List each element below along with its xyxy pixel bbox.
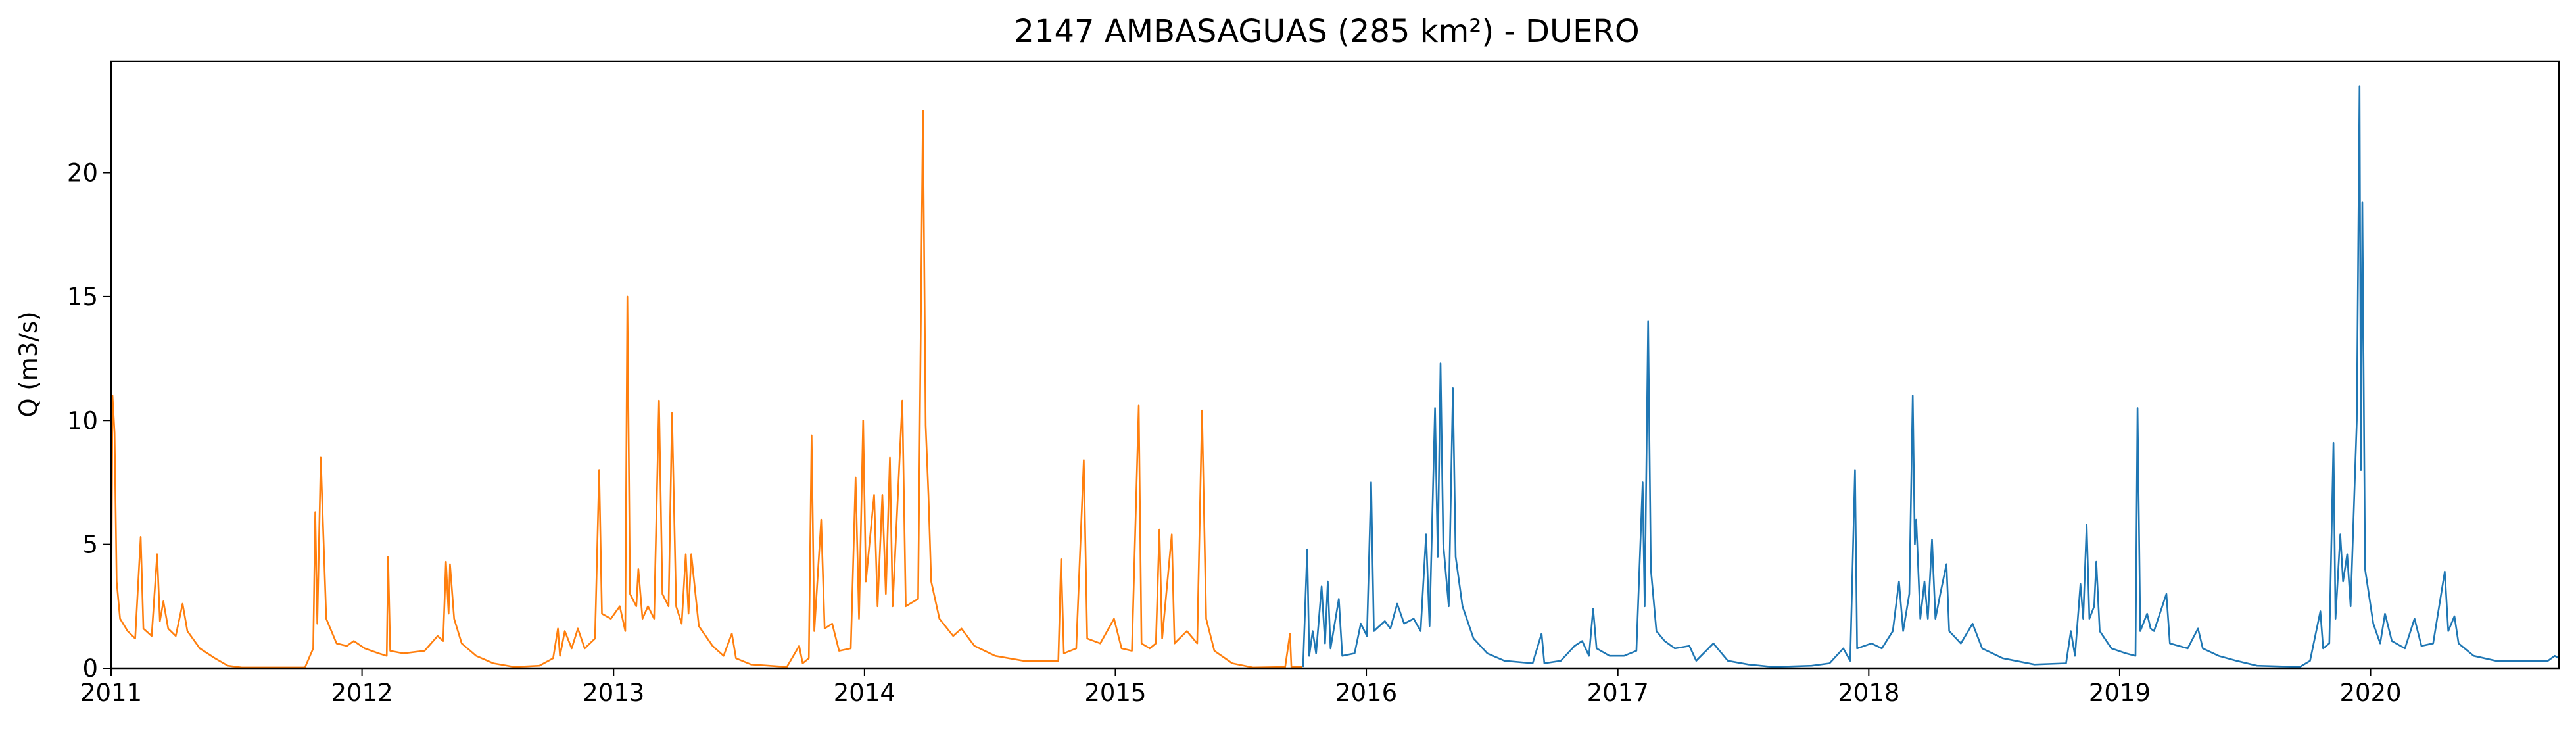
- x-tick-label: 2016: [1335, 679, 1397, 707]
- x-tick-label: 2020: [2339, 679, 2401, 707]
- y-tick-label: 15: [67, 283, 98, 311]
- y-tick-label: 20: [67, 159, 98, 187]
- x-tick-label: 2011: [80, 679, 142, 707]
- x-tick-label: 2019: [2089, 679, 2151, 707]
- x-tick-label: 2014: [834, 679, 895, 707]
- y-axis-label: Q (m3/s): [14, 311, 43, 417]
- x-tick-label: 2013: [583, 679, 644, 707]
- x-tick-label: 2012: [331, 679, 393, 707]
- x-tick-label: 2018: [1838, 679, 1899, 707]
- y-tick-label: 10: [67, 406, 98, 435]
- y-tick-label: 0: [82, 654, 98, 683]
- y-tick-label: 5: [82, 531, 98, 559]
- x-tick-label: 2017: [1587, 679, 1649, 707]
- chart-title: 2147 AMBASAGUAS (285 km²) - DUERO: [1014, 13, 1639, 50]
- x-tick-label: 2015: [1084, 679, 1146, 707]
